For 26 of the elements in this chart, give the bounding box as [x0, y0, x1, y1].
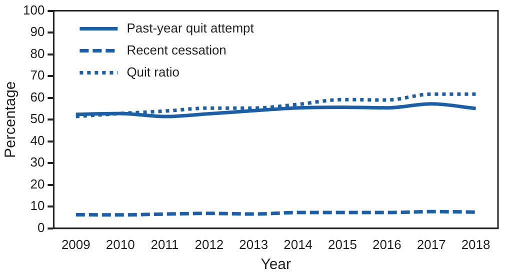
x-tick-label: 2011 [150, 236, 179, 252]
y-tick-label: 50 [30, 111, 45, 126]
y-tick-label: 20 [30, 176, 45, 192]
y-tick-label: 40 [30, 132, 45, 148]
y-tick-label: 10 [30, 198, 45, 214]
legend-label: Quit ratio [126, 64, 180, 80]
x-tick-label: 2010 [106, 236, 135, 252]
x-tick-label: 2009 [61, 236, 90, 252]
x-tick-label: 2017 [416, 236, 446, 252]
x-tick-label: 2014 [284, 236, 313, 252]
y-tick-label: 70 [30, 68, 45, 83]
x-tick-label: 2018 [461, 236, 490, 252]
legend-label: Past-year quit attempt [126, 20, 254, 36]
y-axis-title: Percentage [2, 81, 20, 158]
x-tick-label: 2016 [372, 236, 402, 252]
y-tick-label: 0 [37, 220, 45, 235]
y-tick-label: 60 [30, 89, 45, 104]
y-tick-label: 90 [30, 24, 45, 40]
y-tick-label: 100 [22, 2, 45, 18]
x-tick-label: 2013 [239, 236, 268, 252]
x-tick-label: 2015 [328, 236, 357, 252]
y-tick-label: 30 [30, 154, 45, 170]
y-tick-label: 80 [30, 46, 45, 61]
legend-label: Recent cessation [126, 42, 226, 58]
x-tick-label: 2012 [194, 236, 224, 252]
x-axis-title: Year [260, 256, 291, 274]
